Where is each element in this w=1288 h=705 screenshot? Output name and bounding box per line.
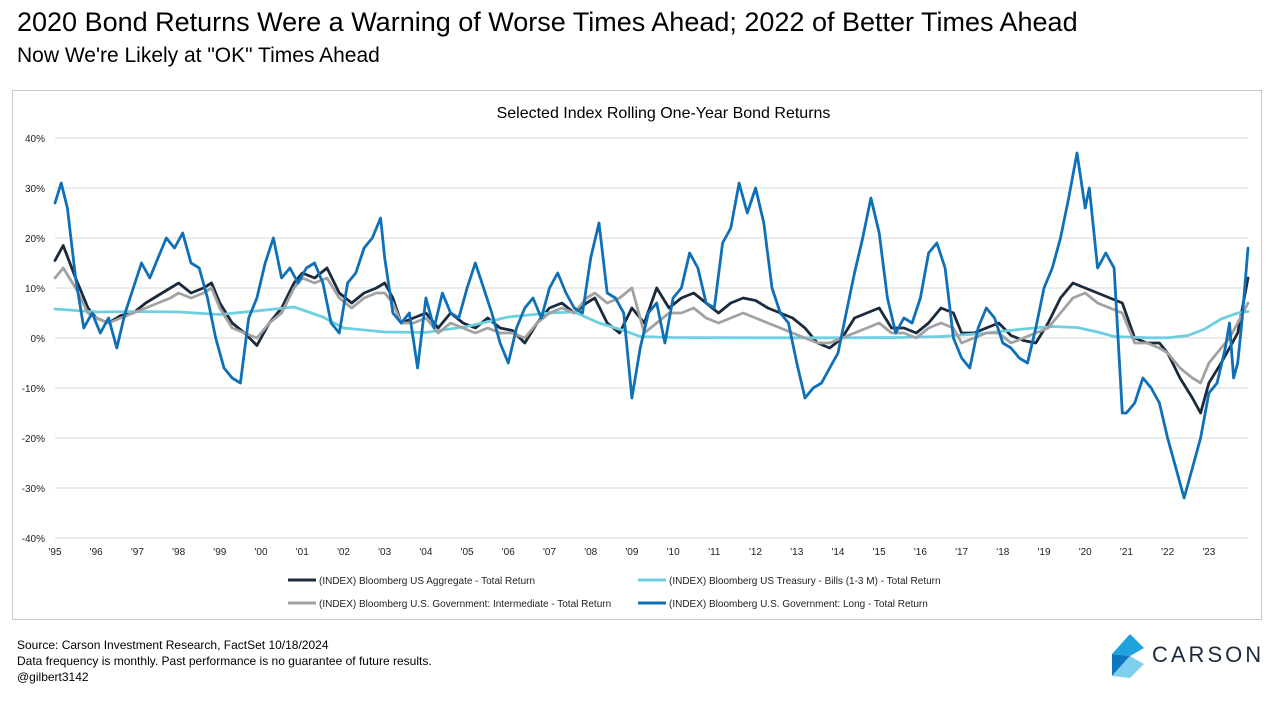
x-tick-label: '96 (90, 547, 103, 558)
x-tick-label: '15 (873, 547, 886, 558)
x-tick-label: '03 (378, 547, 391, 558)
chart-frame (12, 90, 1262, 620)
disclaimer-note: Data frequency is monthly. Past performa… (17, 654, 432, 668)
footer: Source: Carson Investment Research, Fact… (17, 637, 432, 685)
source-note: Source: Carson Investment Research, Fact… (17, 638, 329, 652)
x-tick-label: '95 (48, 547, 61, 558)
chart-title: Selected Index Rolling One-Year Bond Ret… (497, 105, 831, 122)
series-line (53, 151, 1250, 500)
y-tick-label: 30% (25, 184, 45, 195)
x-tick-label: '22 (1161, 547, 1174, 558)
y-tick-label: -10% (22, 384, 45, 395)
carson-logo-text: CARSON (1152, 642, 1265, 667)
x-tick-label: '99 (213, 547, 226, 558)
x-tick-label: '98 (172, 547, 185, 558)
author-handle: @gilbert3142 (17, 670, 89, 684)
x-tick-label: '06 (502, 547, 515, 558)
x-tick-label: '02 (337, 547, 350, 558)
x-tick-label: '10 (667, 547, 680, 558)
legend-label: (INDEX) Bloomberg U.S. Government: Inter… (319, 599, 611, 610)
carson-logo: CARSON (1110, 634, 1270, 680)
x-tick-label: '16 (914, 547, 927, 558)
rolling-returns-chart: Selected Index Rolling One-Year Bond Ret… (22, 105, 1250, 610)
y-tick-label: -20% (22, 434, 45, 445)
x-tick-label: '14 (831, 547, 844, 558)
x-tick-label: '08 (584, 547, 597, 558)
x-tick-label: '20 (1079, 547, 1092, 558)
y-tick-label: 20% (25, 234, 45, 245)
legend-label: (INDEX) Bloomberg US Aggregate - Total R… (319, 576, 535, 587)
x-tick-label: '07 (543, 547, 556, 558)
x-tick-label: '09 (625, 547, 638, 558)
x-tick-label: '12 (749, 547, 762, 558)
x-tick-label: '23 (1202, 547, 1215, 558)
x-tick-label: '00 (255, 547, 268, 558)
carson-logo-mark-icon (1112, 634, 1144, 678)
y-tick-label: -40% (22, 534, 45, 545)
x-tick-label: '19 (1037, 547, 1050, 558)
x-tick-label: '05 (461, 547, 474, 558)
x-tick-label: '97 (131, 547, 144, 558)
page-title: 2020 Bond Returns Were a Warning of Wors… (17, 7, 1078, 37)
y-tick-label: 10% (25, 284, 45, 295)
x-tick-label: '11 (708, 547, 721, 558)
legend-label: (INDEX) Bloomberg US Treasury - Bills (1… (669, 576, 941, 587)
y-tick-label: 0% (31, 334, 46, 345)
x-tick-label: '04 (419, 547, 432, 558)
x-tick-label: '17 (955, 547, 968, 558)
page-subtitle: Now We're Likely at "OK" Times Ahead (17, 44, 380, 67)
x-tick-label: '13 (790, 547, 803, 558)
x-tick-label: '01 (296, 547, 309, 558)
y-tick-label: 40% (25, 134, 45, 145)
y-tick-label: -30% (22, 484, 45, 495)
x-tick-label: '21 (1120, 547, 1133, 558)
legend-label: (INDEX) Bloomberg U.S. Government: Long … (669, 599, 928, 610)
x-tick-label: '18 (996, 547, 1009, 558)
series-line (53, 305, 1250, 340)
